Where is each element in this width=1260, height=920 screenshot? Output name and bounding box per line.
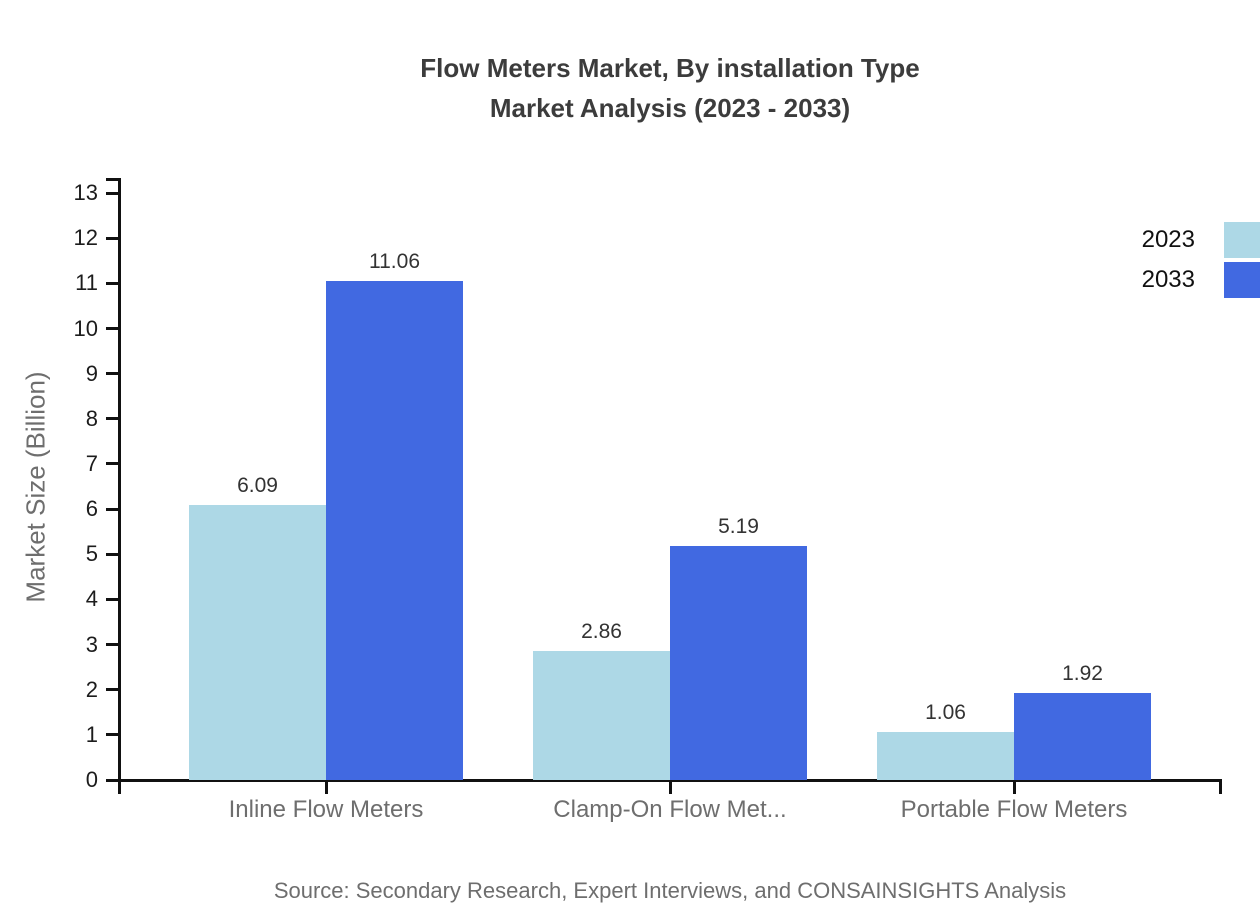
- y-tick: [106, 372, 118, 376]
- y-tick-label: 7: [85, 450, 98, 476]
- y-tick-label: 13: [73, 180, 98, 206]
- y-tick-label: 6: [85, 496, 98, 522]
- x-axis-end-tick: [1219, 782, 1222, 794]
- value-label-2033-cat2: 1.92: [1062, 662, 1103, 685]
- bar-2023-cat0: [189, 505, 326, 780]
- y-tick-label: 12: [73, 225, 98, 251]
- y-tick: [106, 281, 118, 285]
- y-tick-label: 11: [75, 270, 98, 296]
- chart-title: Flow Meters Market, By installation Type…: [80, 48, 1260, 128]
- x-tick: [324, 782, 328, 794]
- y-tick: [106, 507, 118, 511]
- bar-2023-cat2: [877, 732, 1014, 780]
- chart-title-line1: Flow Meters Market, By installation Type: [420, 53, 920, 83]
- y-tick-label: 5: [85, 541, 98, 567]
- y-tick-label: 1: [85, 721, 98, 747]
- x-tick: [1012, 782, 1016, 794]
- value-label-2023-cat2: 1.06: [925, 701, 966, 724]
- y-tick-label: 9: [85, 360, 98, 386]
- legend-swatch-2033: [1224, 262, 1260, 298]
- y-tick-label: 4: [85, 586, 98, 612]
- y-tick: [106, 236, 118, 240]
- y-axis-line: [118, 178, 121, 794]
- bar-2033-cat0: [326, 281, 463, 780]
- x-category-label-cat1: Clamp-On Flow Met...: [553, 796, 787, 823]
- y-tick: [106, 191, 118, 195]
- y-tick: [106, 688, 118, 692]
- y-axis-end-tick: [106, 178, 118, 181]
- legend-label-2023: 2023: [1141, 226, 1195, 253]
- value-label-2033-cat0: 11.06: [369, 250, 420, 273]
- value-label-2023-cat0: 6.09: [237, 474, 278, 497]
- y-tick-label: 0: [85, 767, 98, 792]
- bar-2023-cat1: [533, 651, 670, 780]
- y-tick-label: 3: [85, 631, 98, 657]
- x-axis-line: [118, 779, 1222, 782]
- y-tick: [106, 327, 118, 330]
- value-label-2023-cat1: 2.86: [581, 620, 622, 643]
- y-tick: [106, 643, 118, 647]
- y-tick-label: 10: [73, 315, 98, 341]
- x-category-label-cat2: Portable Flow Meters: [900, 796, 1128, 823]
- y-tick: [106, 733, 118, 737]
- legend-label-2033: 2033: [1141, 266, 1195, 293]
- y-tick: [106, 778, 118, 782]
- y-tick: [106, 552, 118, 556]
- y-tick: [106, 417, 118, 421]
- source-attribution: Source: Secondary Research, Expert Inter…: [273, 878, 1067, 903]
- bar-2033-cat2: [1014, 693, 1151, 780]
- value-label-2033-cat1: 5.19: [718, 515, 759, 538]
- y-tick-label: 2: [85, 676, 98, 702]
- legend-swatch-2023: [1224, 222, 1260, 258]
- y-tick-label: 8: [85, 405, 98, 431]
- x-tick: [668, 782, 672, 794]
- chart-title-line2: Market Analysis (2023 - 2033): [489, 93, 851, 123]
- bar-2033-cat1: [670, 546, 807, 780]
- y-tick: [106, 597, 118, 601]
- x-category-label-cat0: Inline Flow Meters: [228, 796, 424, 823]
- y-tick: [106, 462, 118, 466]
